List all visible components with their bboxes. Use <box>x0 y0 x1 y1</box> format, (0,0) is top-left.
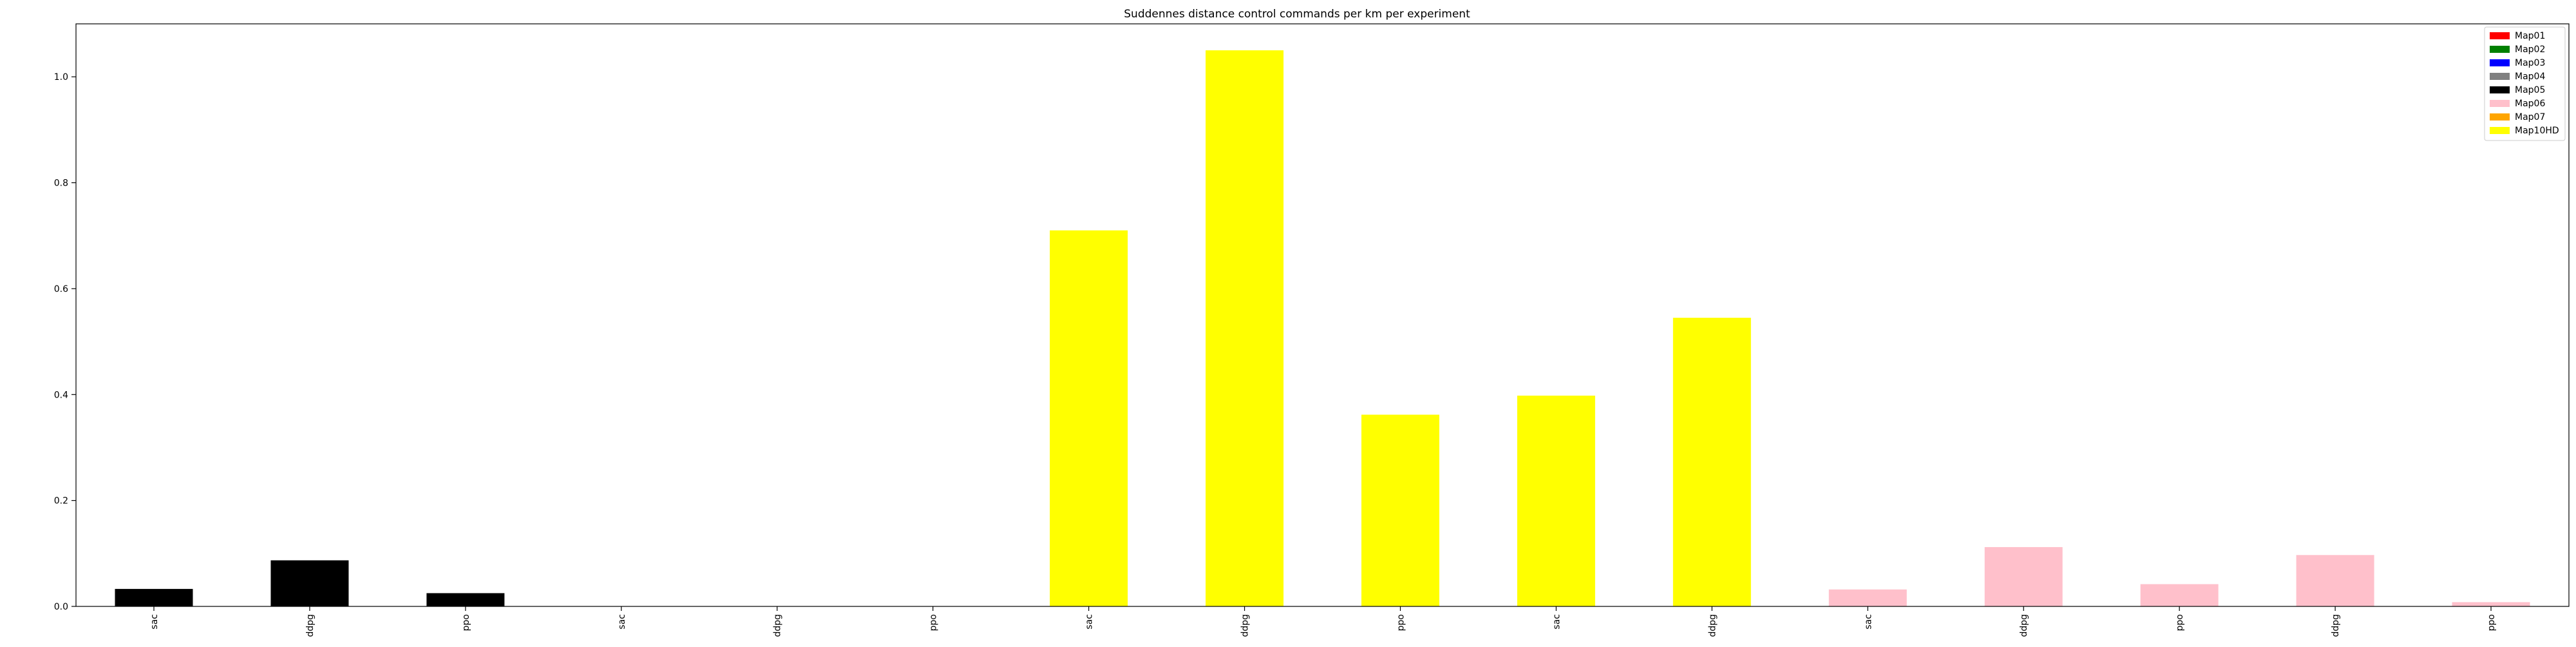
y-tick-label: 0.0 <box>54 602 68 612</box>
x-tick-label: ddpg <box>305 614 316 637</box>
y-axis: 0.0 0.2 0.4 0.6 0.8 1.0 <box>54 72 76 612</box>
legend-swatch <box>2490 86 2510 93</box>
bar <box>2452 602 2530 606</box>
x-axis: sac ddpg ppo sac ddpg ppo sac ddpg ppo sac ddpg sac… <box>149 606 2497 637</box>
x-tick-label: ppo <box>929 614 939 631</box>
bar <box>1206 50 1284 607</box>
bar <box>1517 395 1595 606</box>
legend-swatch <box>2490 127 2510 134</box>
y-tick-label: 0.8 <box>54 179 68 189</box>
bar <box>1050 230 1128 606</box>
legend-label: Map02 <box>2515 44 2545 55</box>
x-tick-label: ppo <box>2175 614 2185 631</box>
bar <box>270 560 349 606</box>
legend-frame <box>2484 26 2566 141</box>
bar <box>426 593 505 606</box>
legend-swatch <box>2490 32 2510 39</box>
x-tick-label: ddpg <box>2331 614 2341 637</box>
x-tick-label: sac <box>617 614 627 630</box>
x-tick-label: sac <box>149 614 160 630</box>
bar <box>115 588 193 606</box>
y-tick-label: 1.0 <box>54 72 68 82</box>
legend-label: Map07 <box>2515 112 2545 122</box>
legend: Map01 Map02 Map03 Map04 Map05 Map06 Map07 Map10… <box>2484 26 2566 141</box>
legend-swatch <box>2490 113 2510 121</box>
bars-layer <box>115 50 2530 607</box>
x-tick-label: sac <box>1863 614 1873 630</box>
y-tick-label: 0.2 <box>54 496 68 507</box>
x-tick-label: ppo <box>1396 614 1406 631</box>
y-tick-label: 0.4 <box>54 390 68 400</box>
legend-label: Map03 <box>2515 58 2545 68</box>
legend-label: Map01 <box>2515 31 2545 41</box>
bar <box>1361 414 1439 606</box>
x-tick-label: sac <box>1551 614 1562 630</box>
x-tick-label: ppo <box>2486 614 2497 631</box>
bar <box>2140 584 2219 606</box>
bar <box>1672 318 1751 606</box>
y-tick-label: 0.6 <box>54 284 68 295</box>
plot-frame <box>75 23 2570 607</box>
x-tick-label: sac <box>1084 614 1095 630</box>
legend-label: Map10HD <box>2515 126 2559 136</box>
x-tick-label: ddpg <box>1240 614 1251 637</box>
chart-title: Suddennes distance control commands per … <box>1124 8 1470 21</box>
legend-label: Map05 <box>2515 85 2545 95</box>
x-tick-label: ddpg <box>2019 614 2029 637</box>
x-tick-label: ddpg <box>1707 614 1718 637</box>
legend-swatch <box>2490 73 2510 80</box>
legend-label: Map06 <box>2515 99 2545 109</box>
x-tick-label: ppo <box>461 614 471 631</box>
bar <box>1828 589 1907 606</box>
x-tick-label: ddpg <box>773 614 783 637</box>
legend-swatch <box>2490 46 2510 53</box>
bar <box>2296 555 2374 606</box>
legend-swatch <box>2490 100 2510 107</box>
legend-swatch <box>2490 59 2510 66</box>
legend-label: Map04 <box>2515 72 2545 82</box>
bar <box>1984 546 2063 606</box>
